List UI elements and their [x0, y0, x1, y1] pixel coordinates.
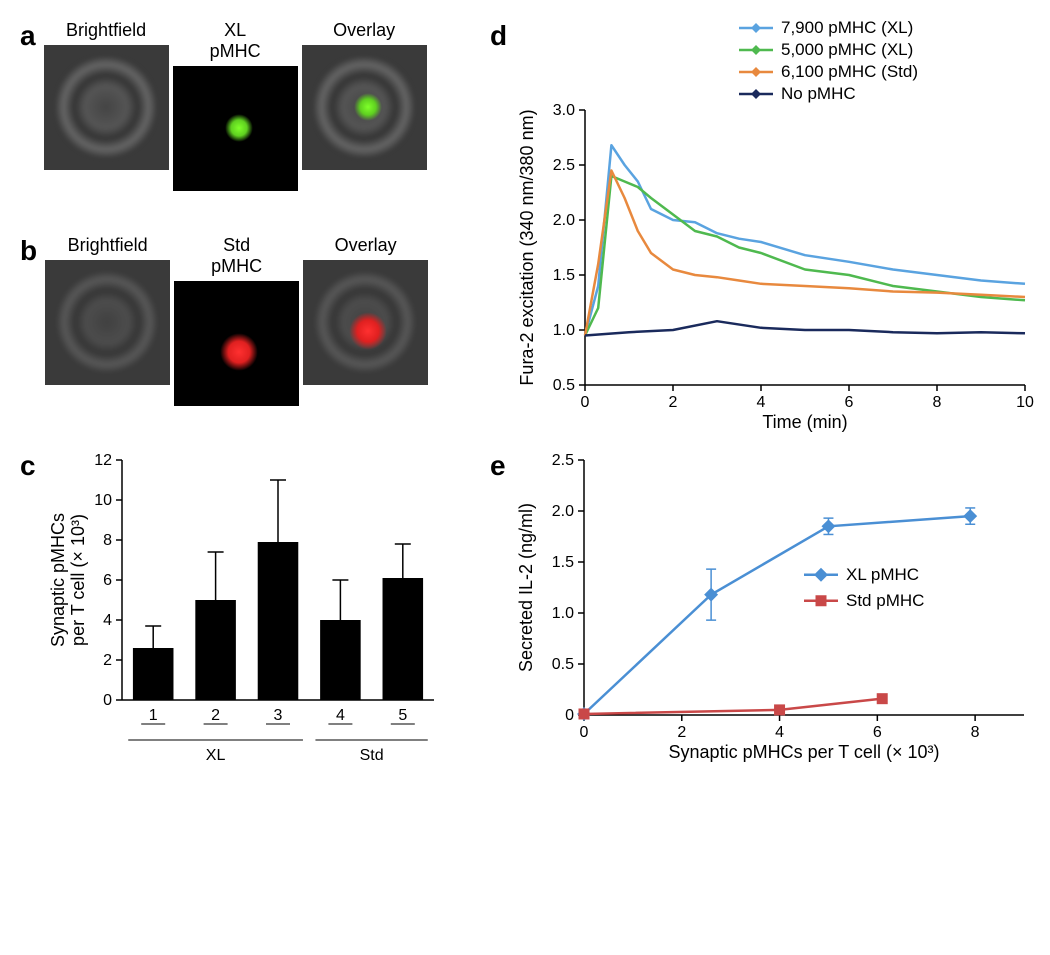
overlay-image — [302, 45, 427, 170]
svg-text:1.5: 1.5 — [553, 267, 575, 284]
panel-b: b Brightfield StdpMHC Overlay — [20, 235, 460, 440]
svg-text:0: 0 — [579, 724, 588, 741]
svg-text:No pMHC: No pMHC — [781, 84, 856, 103]
brightfield-image — [44, 45, 169, 170]
svg-text:8: 8 — [933, 394, 942, 411]
svg-text:0: 0 — [565, 707, 574, 724]
svg-text:10: 10 — [1016, 394, 1034, 411]
svg-text:5,000 pMHC (XL): 5,000 pMHC (XL) — [781, 40, 913, 59]
svg-text:2.5: 2.5 — [553, 157, 575, 174]
svg-text:4: 4 — [336, 707, 345, 724]
panel-a-title-2: XLpMHC — [173, 20, 298, 62]
svg-text:0: 0 — [103, 692, 112, 709]
svg-text:6: 6 — [872, 724, 881, 741]
figure-grid: a Brightfield XLpMHC Overlay — [20, 20, 1030, 770]
panel-b-title-2: StdpMHC — [174, 235, 299, 277]
svg-text:6: 6 — [103, 572, 112, 589]
svg-text:7,900 pMHC (XL): 7,900 pMHC (XL) — [781, 20, 913, 37]
svg-text:2.0: 2.0 — [551, 503, 573, 520]
svg-text:4: 4 — [775, 724, 784, 741]
svg-text:2: 2 — [211, 707, 220, 724]
svg-text:3: 3 — [273, 707, 282, 724]
svg-text:0.5: 0.5 — [551, 656, 573, 673]
svg-text:8: 8 — [103, 532, 112, 549]
svg-text:0.5: 0.5 — [553, 377, 575, 394]
panel-a-label: a — [20, 20, 36, 52]
panel-c-label: c — [20, 450, 36, 482]
svg-text:Synaptic pMHCs per T cell (× 1: Synaptic pMHCs per T cell (× 10³) — [668, 742, 939, 762]
panel-a: a Brightfield XLpMHC Overlay — [20, 20, 460, 225]
panel-c: c 02468101212345XLStdSynaptic pMHCsper T… — [20, 450, 460, 770]
svg-text:Std pMHC: Std pMHC — [846, 591, 924, 610]
overlay-image — [303, 260, 428, 385]
svg-text:2: 2 — [677, 724, 686, 741]
svg-text:Time (min): Time (min) — [762, 412, 847, 432]
svg-text:1.0: 1.0 — [551, 605, 573, 622]
panel-b-images: Brightfield StdpMHC Overlay — [45, 235, 428, 406]
panel-b-label: b — [20, 235, 37, 267]
panel-a-title-1: Brightfield — [44, 20, 169, 41]
svg-text:2: 2 — [103, 652, 112, 669]
svg-text:Synaptic pMHCs: Synaptic pMHCs — [48, 513, 68, 647]
svg-text:2.0: 2.0 — [553, 212, 575, 229]
panel-e-label: e — [490, 450, 506, 482]
svg-text:2: 2 — [669, 394, 678, 411]
panel-a-title-3: Overlay — [302, 20, 427, 41]
svg-text:10: 10 — [94, 492, 112, 509]
fluorescence-image — [173, 66, 298, 191]
svg-text:1.5: 1.5 — [551, 554, 573, 571]
svg-text:12: 12 — [94, 452, 112, 469]
svg-text:0: 0 — [581, 394, 590, 411]
panel-e: e 0 0.5 1.0 1.5 2.0 2.5 0 2 4 6 8 Synaptic pMHCs pe… — [490, 450, 1050, 770]
panel-a-images: Brightfield XLpMHC Overlay — [44, 20, 427, 191]
svg-text:1: 1 — [148, 707, 157, 724]
line-chart-d: 0.5 1.0 1.5 2.0 2.5 3.0 0 2 4 6 8 10 Time (min) Fura-… — [515, 20, 1035, 440]
panel-d-label: d — [490, 20, 507, 52]
svg-text:3.0: 3.0 — [553, 102, 575, 119]
panel-d: d 0.5 1.0 1.5 2.0 2.5 3.0 0 2 4 6 8 10 Time (min) Fur… — [490, 20, 1050, 440]
svg-text:6: 6 — [845, 394, 854, 411]
panel-b-title-3: Overlay — [303, 235, 428, 256]
svg-text:8: 8 — [970, 724, 979, 741]
bar-chart-c: 02468101212345XLStdSynaptic pMHCsper T c… — [44, 450, 444, 770]
svg-text:Secreted IL-2 (ng/ml): Secreted IL-2 (ng/ml) — [516, 503, 536, 672]
svg-text:XL pMHC: XL pMHC — [846, 565, 919, 584]
line-chart-e: 0 0.5 1.0 1.5 2.0 2.5 0 2 4 6 8 Synaptic pMHCs per … — [514, 450, 1034, 770]
brightfield-image — [45, 260, 170, 385]
svg-text:per T cell (× 10³): per T cell (× 10³) — [68, 514, 88, 646]
svg-text:5: 5 — [398, 707, 407, 724]
svg-text:Fura-2 excitation (340 nm/380: Fura-2 excitation (340 nm/380 nm) — [517, 109, 537, 385]
svg-text:6,100 pMHC (Std): 6,100 pMHC (Std) — [781, 62, 918, 81]
fluorescence-image — [174, 281, 299, 406]
svg-text:2.5: 2.5 — [551, 452, 573, 469]
panel-b-title-1: Brightfield — [45, 235, 170, 256]
svg-text:XL: XL — [205, 747, 225, 764]
svg-text:1.0: 1.0 — [553, 322, 575, 339]
svg-text:4: 4 — [757, 394, 766, 411]
svg-text:4: 4 — [103, 612, 112, 629]
svg-text:Std: Std — [359, 747, 383, 764]
